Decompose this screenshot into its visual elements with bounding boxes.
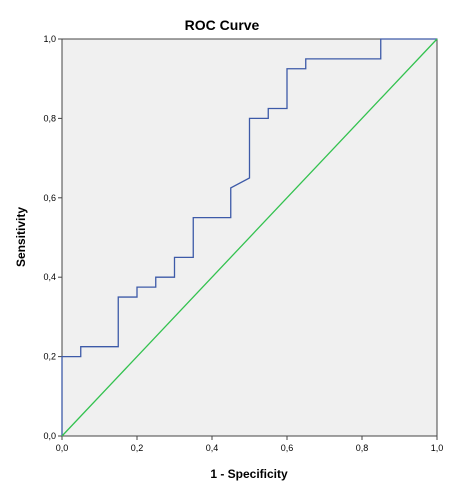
x-tick-label: 0,2 bbox=[131, 443, 144, 453]
x-tick-label: 1,0 bbox=[431, 443, 444, 453]
x-axis-title: 1 - Specificity bbox=[210, 467, 288, 481]
chart-title: ROC Curve bbox=[185, 17, 260, 33]
y-tick-label: 1,0 bbox=[43, 34, 56, 44]
x-tick-label: 0,0 bbox=[56, 443, 69, 453]
axis-ticks: 0,0 0,2 0,4 0,6 0,8 1,0 0,0 0,2 0,4 0,6 0,8 1,0 bbox=[43, 34, 443, 453]
y-tick-label: 0,6 bbox=[43, 193, 56, 203]
y-tick-label: 0,2 bbox=[43, 352, 56, 362]
y-tick-label: 0,4 bbox=[43, 272, 56, 282]
roc-curve-line bbox=[61, 38, 437, 436]
y-tick-label: 0,8 bbox=[43, 113, 56, 123]
x-tick-label: 0,8 bbox=[356, 443, 369, 453]
y-tick-label: 0,0 bbox=[43, 431, 56, 441]
x-tick-label: 0,6 bbox=[281, 443, 294, 453]
reference-diagonal-line bbox=[61, 38, 438, 437]
x-tick-label: 0,4 bbox=[206, 443, 219, 453]
series-layer bbox=[61, 38, 438, 437]
y-axis-title: Sensitivity bbox=[14, 207, 28, 267]
